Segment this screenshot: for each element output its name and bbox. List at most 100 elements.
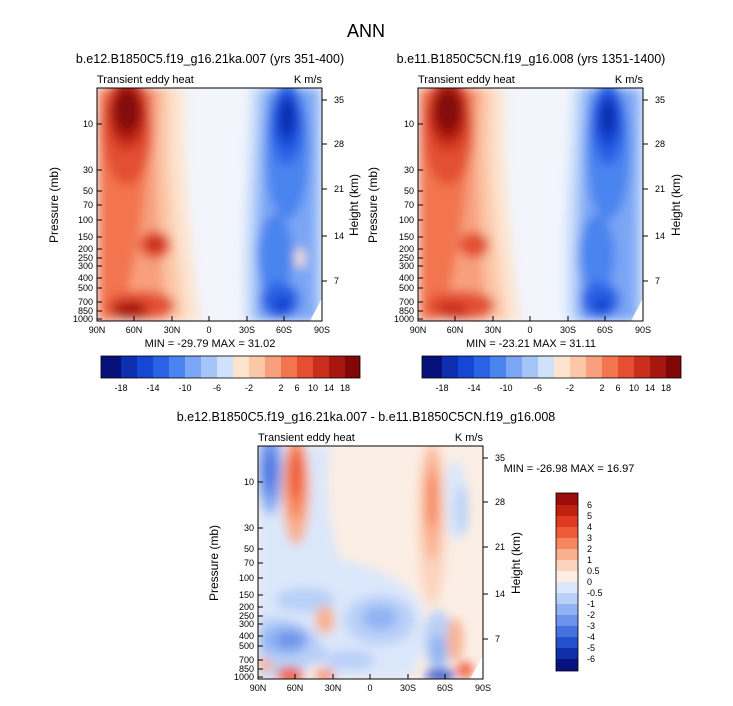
left-cbar-label: 14: [324, 383, 334, 393]
diff-ytick-500: 500: [239, 641, 263, 651]
right-colorbar-swatch: [618, 356, 634, 378]
right-plot-area: [418, 88, 643, 321]
diff-colorbar-swatch: [556, 560, 578, 571]
svg-text:1000: 1000: [73, 314, 93, 324]
diff-units-label: K m/s: [455, 432, 484, 444]
right-htick-35: 35: [643, 95, 665, 105]
svg-text:21: 21: [334, 184, 344, 194]
diff-ytick-400: 400: [239, 631, 263, 641]
svg-text:700: 700: [78, 297, 93, 307]
main-title: ANN: [347, 21, 385, 41]
diff-ytick-700: 700: [239, 655, 263, 665]
left-ytick-30: 30: [83, 165, 102, 175]
svg-text:30: 30: [404, 165, 414, 175]
right-ytick-850: 850: [399, 306, 423, 316]
svg-text:400: 400: [239, 631, 254, 641]
right-x-ticks: 90N 60N 30N 0 30S 60S 90S: [410, 316, 651, 335]
left-colorbar-swatch: [345, 356, 360, 378]
svg-text:300: 300: [399, 261, 414, 271]
svg-text:300: 300: [78, 261, 93, 271]
right-cbar-label: -6: [534, 383, 542, 393]
right-htick-21: 21: [643, 184, 665, 194]
diff-colorbar-swatch: [556, 593, 578, 604]
left-ytick-700: 700: [78, 297, 102, 307]
svg-text:90N: 90N: [410, 325, 427, 335]
right-colorbar-swatch: [586, 356, 602, 378]
diff-height-ticks: 35 28 21 14 7: [483, 453, 505, 644]
diff-xtick-90s: 90S: [475, 683, 491, 693]
svg-text:7: 7: [334, 276, 339, 286]
left-xtick-30s: 30S: [239, 316, 255, 335]
diff-plot-area: [258, 446, 483, 679]
left-colorbar-swatch: [329, 356, 345, 378]
svg-text:7: 7: [655, 276, 660, 286]
left-stats: MIN = -29.79 MAX = 31.02: [145, 338, 276, 350]
svg-text:1000: 1000: [394, 314, 414, 324]
svg-text:90S: 90S: [475, 683, 491, 693]
svg-text:200: 200: [399, 244, 414, 254]
diff-ytick-100: 100: [239, 573, 263, 583]
right-htick-14: 14: [643, 231, 665, 241]
diff-cbar-label: -1: [587, 599, 595, 609]
left-colorbar-swatch: [281, 356, 297, 378]
svg-text:300: 300: [239, 619, 254, 629]
left-colorbar-swatch: [313, 356, 329, 378]
left-htick-28: 28: [322, 139, 344, 149]
left-ytick-100: 100: [78, 215, 102, 225]
left-cbar-label: -10: [178, 383, 191, 393]
svg-text:70: 70: [404, 200, 414, 210]
diff-cbar-label: 1: [587, 555, 592, 565]
right-colorbar-swatch: [554, 356, 570, 378]
svg-text:30N: 30N: [325, 683, 342, 693]
diff-cbar-label: 2: [587, 544, 592, 554]
svg-text:10: 10: [83, 119, 93, 129]
left-colorbar: -18 -14 -10 -6 -2 2 6 10 14 18: [100, 355, 361, 393]
right-colorbar-swatch: [506, 356, 522, 378]
diff-ytick-150: 150: [239, 590, 263, 600]
right-ytick-400: 400: [399, 273, 423, 283]
left-ytick-850: 850: [78, 306, 102, 316]
left-xtick-90s: 90S: [314, 325, 330, 335]
svg-text:50: 50: [83, 186, 93, 196]
right-colorbar-swatch: [634, 356, 650, 378]
diff-height-axis-label: Height (km): [509, 532, 523, 594]
svg-text:70: 70: [83, 200, 93, 210]
right-title: b.e11.B1850C5CN.f19_g16.008 (yrs 1351-14…: [397, 52, 666, 66]
svg-text:90S: 90S: [314, 325, 330, 335]
right-xtick-60n: 60N: [447, 316, 463, 335]
right-xtick-30n: 30N: [485, 316, 501, 335]
left-panel: b.e12.B1850C5.f19_g16.21ka.007 (yrs 351-…: [47, 52, 361, 393]
diff-colorbar-swatch: [556, 571, 578, 582]
svg-text:60S: 60S: [437, 683, 453, 693]
right-y-ticks: 10 30 50 70 100 150 200 250 300 400 500 …: [394, 119, 423, 324]
svg-text:100: 100: [78, 215, 93, 225]
svg-text:150: 150: [78, 232, 93, 242]
svg-text:100: 100: [399, 215, 414, 225]
diff-ytick-300: 300: [239, 619, 263, 629]
svg-text:60N: 60N: [287, 683, 304, 693]
left-colorbar-swatch: [265, 356, 281, 378]
right-ytick-250: 250: [399, 253, 423, 263]
right-stats: MIN = -23.21 MAX = 31.11: [466, 338, 596, 350]
diff-cbar-label: 5: [587, 511, 592, 521]
left-ytick-150: 150: [78, 232, 102, 242]
svg-text:30S: 30S: [239, 325, 255, 335]
right-panel: b.e11.B1850C5CN.f19_g16.008 (yrs 1351-14…: [366, 52, 683, 393]
right-xtick-30s: 30S: [560, 316, 576, 335]
diff-xtick-30s: 30S: [400, 674, 416, 693]
diff-colorbar-swatch: [556, 615, 578, 626]
right-colorbar-swatch: [602, 356, 618, 378]
diff-ytick-10: 10: [244, 477, 263, 487]
right-ytick-700: 700: [399, 297, 423, 307]
diff-htick-7: 7: [483, 634, 500, 644]
diff-colorbar-swatch: [556, 637, 578, 648]
right-cbar-label: -14: [467, 383, 480, 393]
left-x-ticks: 90N 60N 30N 0 30S 60S 90S: [89, 316, 330, 335]
diff-cbar-label: 6: [587, 500, 592, 510]
svg-text:35: 35: [495, 453, 505, 463]
right-colorbar-swatch: [650, 356, 666, 378]
svg-text:700: 700: [239, 655, 254, 665]
diff-colorbar-swatch: [556, 527, 578, 538]
diff-colorbar-swatch: [556, 538, 578, 549]
